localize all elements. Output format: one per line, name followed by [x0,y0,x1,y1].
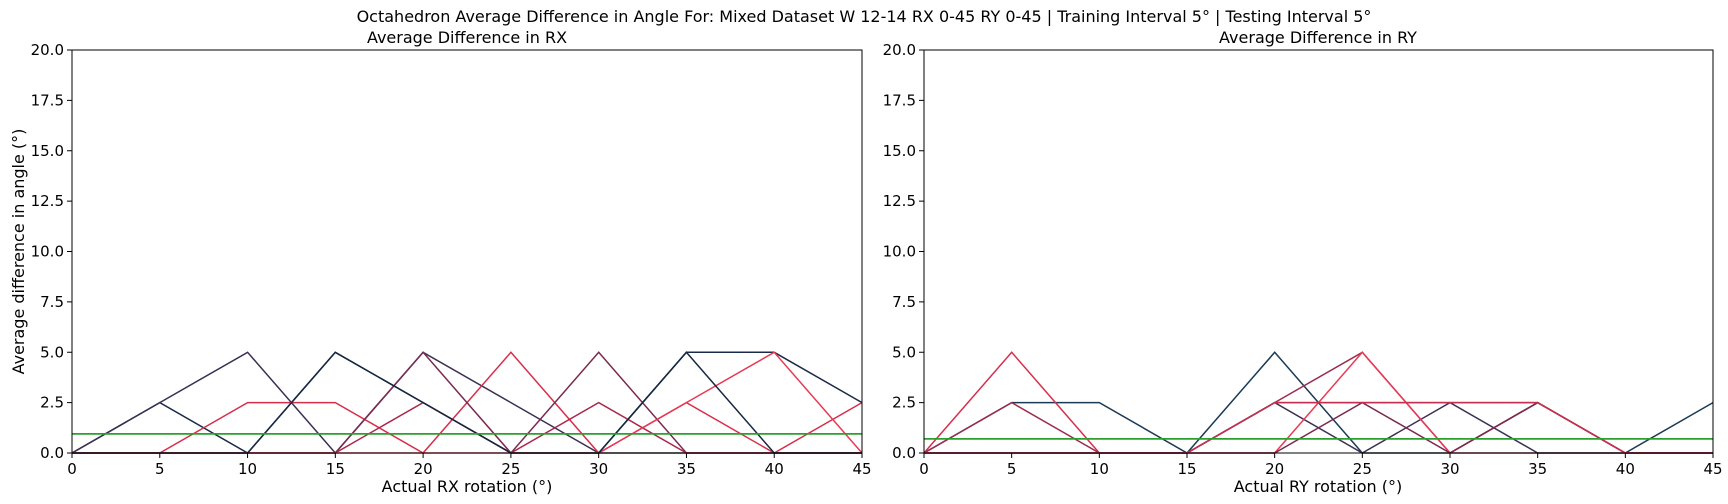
subplot-ry-ytick-label: 7.5 [892,293,916,311]
subplot-rx-xtick-label: 25 [501,460,520,478]
subplot-rx-ylabel: Average difference in angle (°) [9,129,28,375]
subplot-ry-xtick-label: 35 [1528,460,1547,478]
subplot-rx-ytick-label: 5.0 [40,343,64,361]
subplot-rx-xtick-label: 15 [326,460,345,478]
subplot-rx-ytick-label: 15.0 [31,142,64,160]
subplot-rx-xtick-label: 0 [67,460,77,478]
subplot-ry-ytick-label: 15.0 [883,142,916,160]
subplot-ry-ytick-label: 5.0 [892,343,916,361]
subplot-rx-ytick-label: 20.0 [31,41,64,59]
subplot-ry-ytick-label: 12.5 [883,192,916,210]
subplot-rx-frame [71,49,863,454]
subplot-ry-xtick-label: 20 [1265,460,1284,478]
subplot-rx-xtick-label: 40 [765,460,784,478]
subplot-rx-xlabel: Actual RX rotation (°) [382,477,553,496]
subplot-rx-ytick-label: 12.5 [31,192,64,210]
subplot-rx-ytick-label: 0.0 [40,444,64,462]
subplot-rx-xtick-label: 20 [414,460,433,478]
subplot-ry-xtick-label: 45 [1703,460,1722,478]
subplot-ry-ytick-label: 20.0 [883,41,916,59]
subplot-ry-xtick-label: 30 [1440,460,1459,478]
subplot-ry-ytick-label: 17.5 [883,91,916,109]
subplot-rx-title: Average Difference in RX [367,28,567,47]
subplot-ry-xtick-label: 25 [1353,460,1372,478]
subplot-rx-ticks-layer: 0 5 10 15 20 25 30 35 40 45 0.0 2.5 5.0 7.5 10.0 12.5 15… [31,41,872,478]
subplot-rx-xtick-label: 5 [155,460,165,478]
subplot-rx-ytick-label: 2.5 [40,394,64,412]
figure-suptitle: Octahedron Average Difference in Angle F… [357,7,1372,26]
subplot-ry-ytick-label: 10.0 [883,243,916,261]
subplot-ry-ytick-label: 2.5 [892,394,916,412]
subplot-ry-xtick-label: 5 [1007,460,1017,478]
subplot-ry-xtick-label: 15 [1177,460,1196,478]
subplot-ry-frame [923,49,1714,454]
subplot-ry-xtick-label: 10 [1090,460,1109,478]
subplot-rx-ytick-label: 10.0 [31,243,64,261]
subplot-rx-xtick-label: 35 [677,460,696,478]
subplot-ry-xlabel: Actual RY rotation (°) [1234,477,1402,496]
subplot-ry-title: Average Difference in RY [1219,28,1417,47]
subplot-rx-ytick-label: 7.5 [40,293,64,311]
subplot-rx-xtick-label: 10 [238,460,257,478]
subplot-rx-xtick-label: 45 [852,460,871,478]
subplot-ry-xtick-label: 0 [919,460,929,478]
subplot-ry-ticks-layer: 0 5 10 15 20 25 30 35 40 45 0.0 2.5 5.0 7.5 10.0 12.5 15… [883,41,1723,478]
subplot-rx-xtick-label: 30 [589,460,608,478]
subplot-rx: Average Difference in RX 0 5 10 15 20 25 30 35 4… [9,28,872,496]
subplot-ry-ytick-label: 0.0 [892,444,916,462]
subplot-rx-ytick-label: 17.5 [31,91,64,109]
subplot-ry-xtick-label: 40 [1616,460,1635,478]
subplot-ry: Average Difference in RY 0 5 10 15 20 25 30 35 4… [883,28,1723,496]
